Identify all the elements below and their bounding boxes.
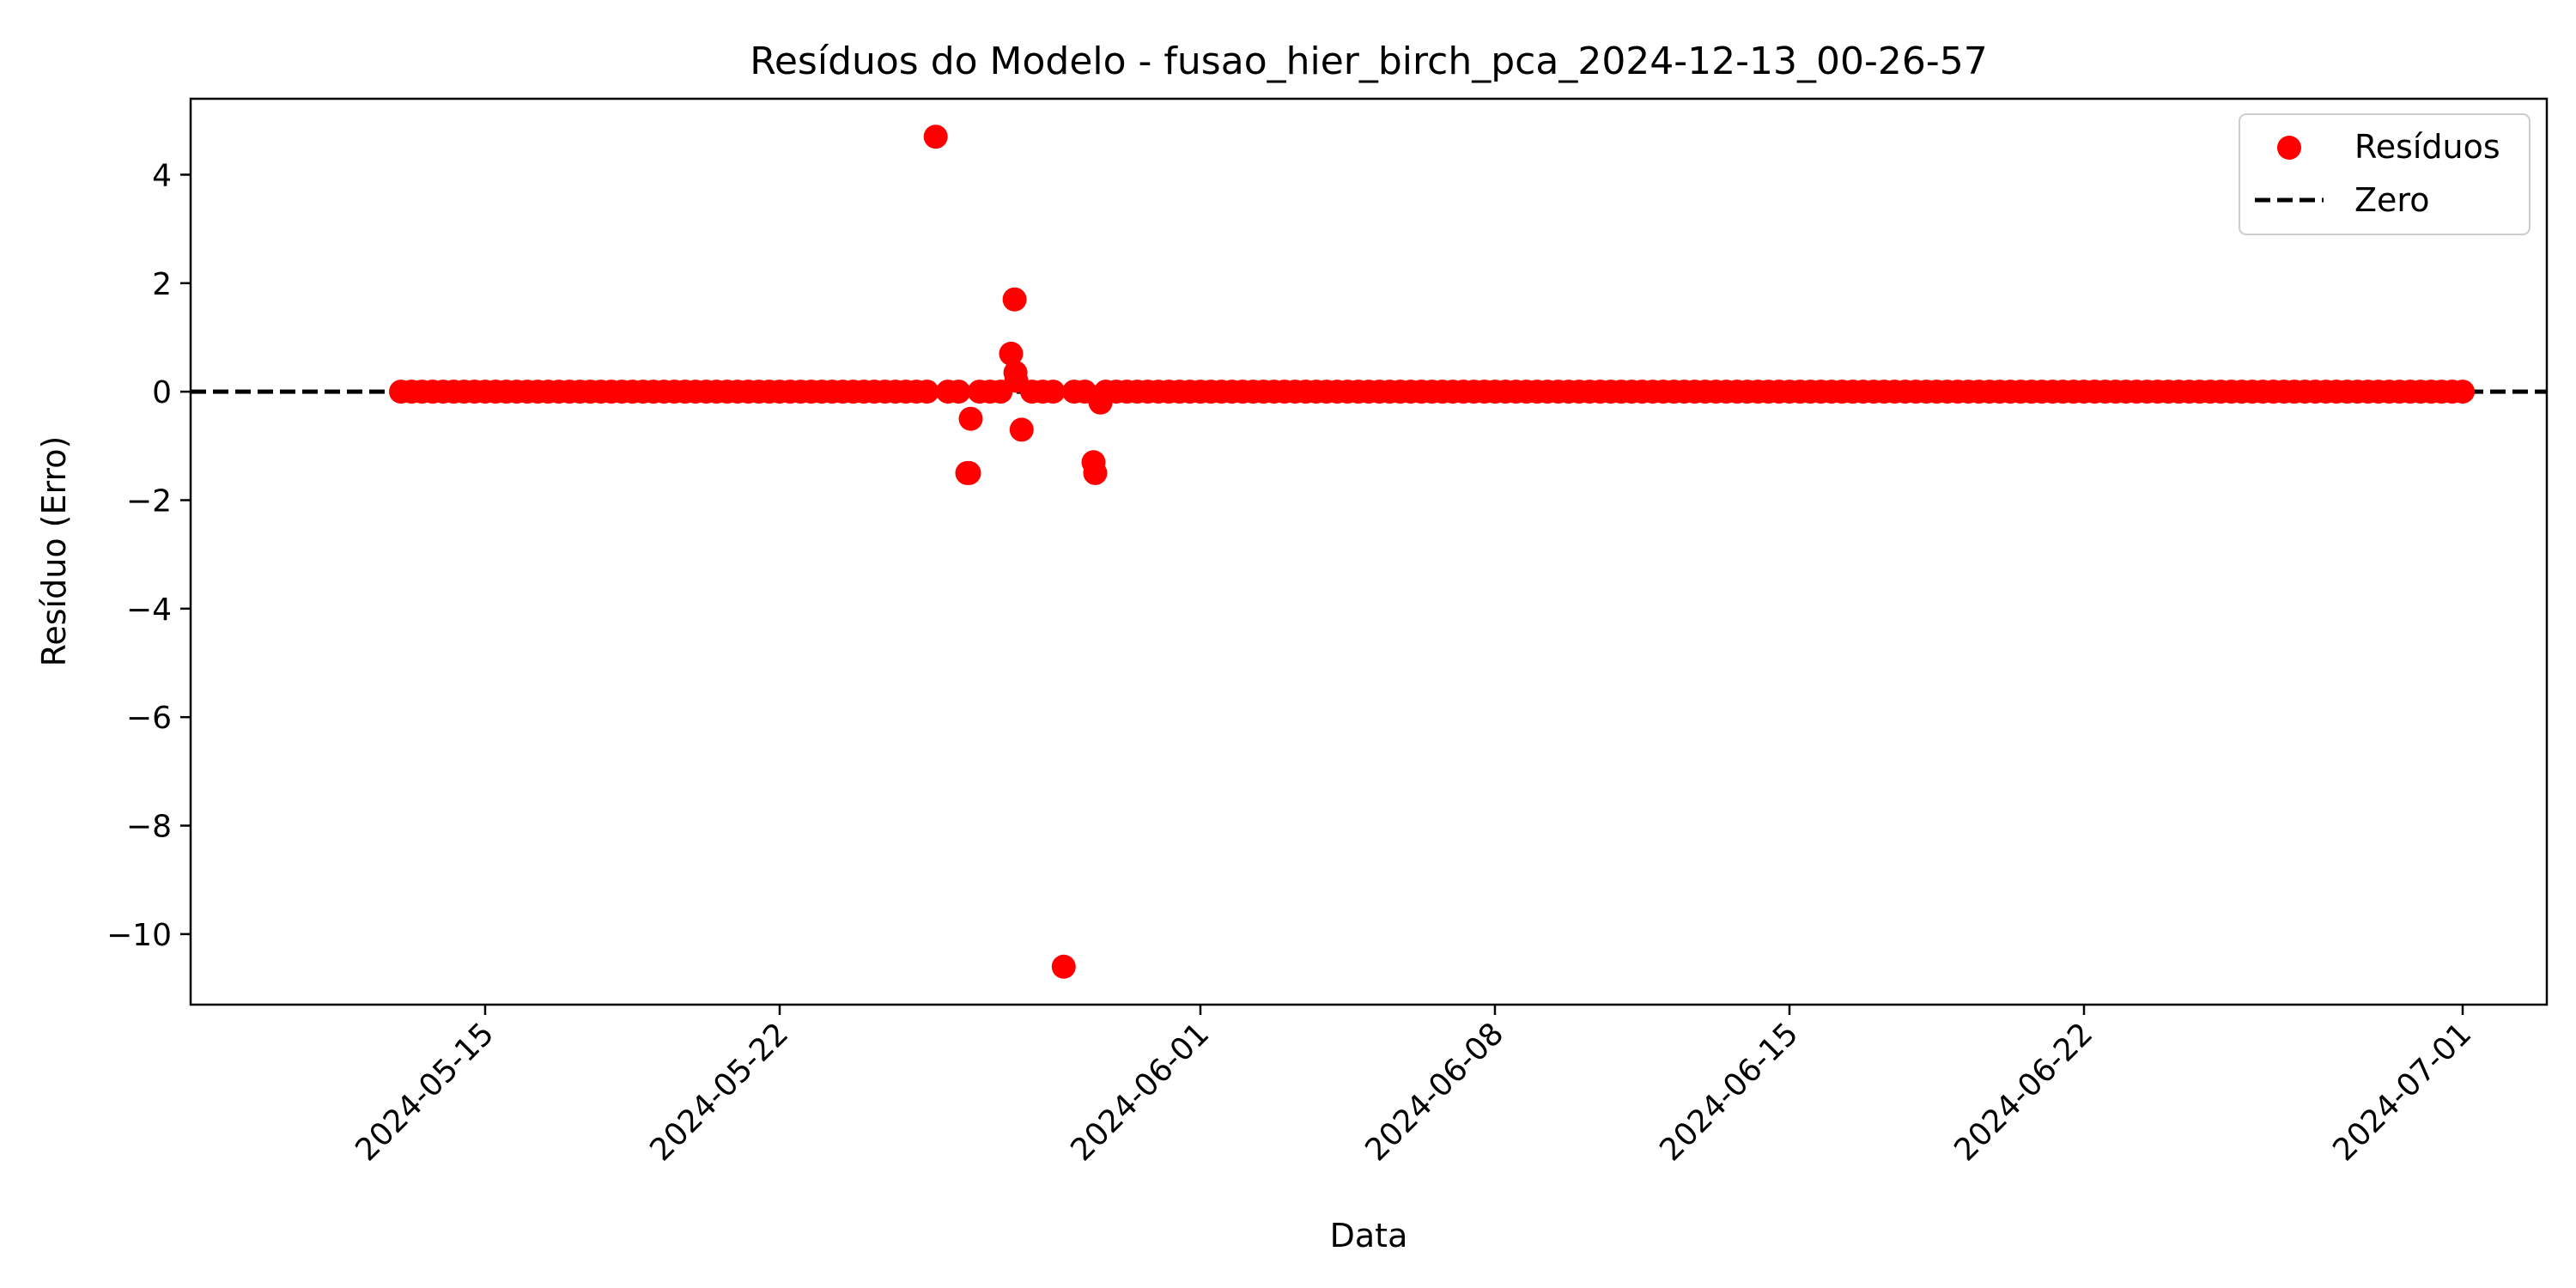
legend-label-residuos: Resíduos	[2354, 128, 2500, 166]
residual-point	[1041, 380, 1066, 404]
residual-point	[999, 341, 1024, 366]
residual-point	[1083, 460, 1108, 485]
residual-point	[923, 125, 948, 149]
legend-marker-residuos	[2277, 136, 2301, 160]
residual-point	[946, 380, 971, 404]
x-axis-label: Data	[1330, 1217, 1408, 1255]
residual-point	[2451, 380, 2475, 404]
residual-point	[914, 380, 939, 404]
y-tick-label: −2	[126, 483, 172, 519]
residual-point	[1009, 417, 1034, 442]
residual-point	[1051, 954, 1076, 979]
y-tick-label: −6	[126, 701, 172, 736]
y-tick-label: 2	[152, 267, 172, 302]
legend: Resíduos Zero	[2239, 113, 2530, 235]
y-tick-label: −8	[126, 810, 172, 845]
plot-frame	[189, 97, 2549, 1006]
points-layer	[389, 125, 2475, 979]
residual-point	[1002, 287, 1027, 312]
y-tick-label: −10	[106, 918, 172, 953]
plot-area	[191, 125, 2547, 979]
y-tick-label: 0	[152, 375, 172, 410]
residual-point	[958, 406, 983, 431]
legend-box	[2239, 113, 2530, 235]
legend-label-zero: Zero	[2354, 181, 2429, 219]
y-tick-label: 4	[152, 158, 172, 193]
y-tick-label: −4	[126, 592, 172, 628]
y-axis-label: Resíduo (Erro)	[35, 436, 73, 667]
chart-title: Resíduos do Modelo - fusao_hier_birch_pc…	[750, 39, 1988, 83]
y-axis: 4 2 0 −2 −4 −6 −8 −10	[106, 158, 191, 953]
residual-point	[957, 460, 981, 485]
